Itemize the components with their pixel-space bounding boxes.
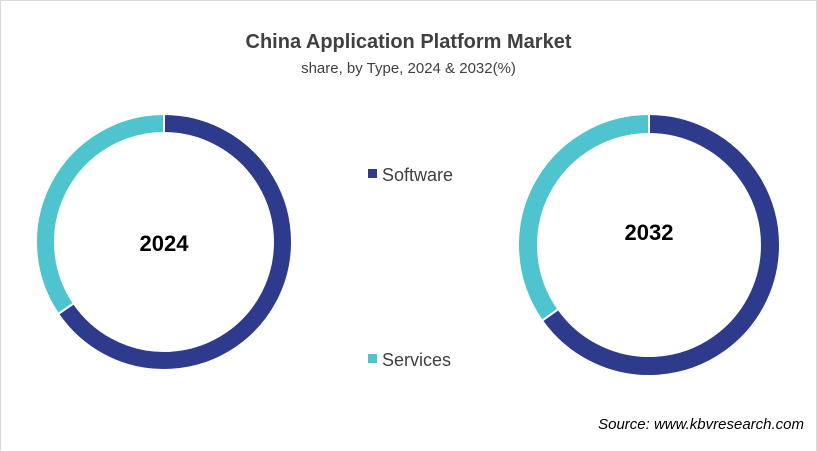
source-note: Source: www.kbvresearch.com [598, 416, 804, 433]
slice-software-2032 [540, 112, 781, 377]
legend-swatch-software [368, 169, 377, 178]
chart-subtitle: share, by Type, 2024 & 2032(%) [301, 60, 516, 77]
legend-label-software: Software [382, 165, 453, 185]
legend-label-services: Services [382, 350, 451, 370]
legend-swatch-services [368, 354, 377, 363]
center-label-2024: 2024 [140, 231, 190, 256]
slice-services-2024 [35, 112, 165, 316]
chart-title: China Application Platform Market [245, 31, 572, 53]
donut-2032 [517, 112, 781, 377]
slice-services-2032 [517, 112, 650, 323]
donut-2024 [35, 112, 293, 371]
center-label-2032: 2032 [625, 220, 674, 245]
